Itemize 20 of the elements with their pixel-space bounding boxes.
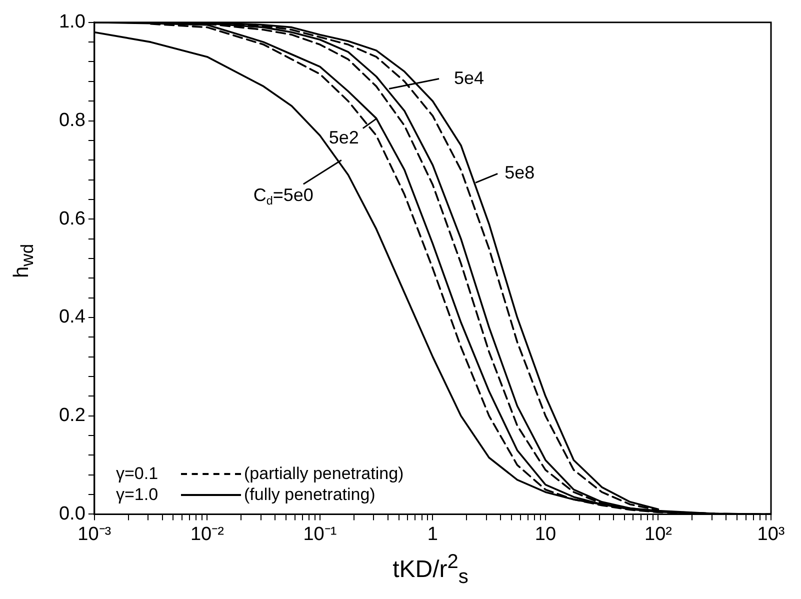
y-tick-label: 1.0 <box>58 12 86 33</box>
x-tick-label: 10 <box>534 524 556 545</box>
x-tick-label: 1 <box>427 524 438 545</box>
y-tick-label: 0.2 <box>58 405 86 426</box>
y-tick-label: 0.4 <box>58 306 86 328</box>
annotation: (partially penetrating) <box>244 463 404 484</box>
annotation: γ=0.1 <box>116 463 160 484</box>
y-tick-label: 0.0 <box>58 503 86 524</box>
annotation: 5e4 <box>454 68 484 88</box>
y-tick-label: 0.8 <box>58 110 86 131</box>
y-tick-label: 0.6 <box>58 208 86 230</box>
annotation: (fully penetrating) <box>244 484 376 505</box>
x-tick-label: 10³ <box>757 524 785 545</box>
annotation: γ=1.0 <box>116 484 160 505</box>
x-tick-label: 10⁻³ <box>78 524 112 545</box>
annotation: 5e8 <box>504 162 535 183</box>
x-tick-label: 10⁻² <box>190 524 224 545</box>
x-tick-label: 10² <box>644 524 672 545</box>
annotation: 5e2 <box>328 127 359 148</box>
x-tick-label: 10⁻¹ <box>303 524 337 545</box>
